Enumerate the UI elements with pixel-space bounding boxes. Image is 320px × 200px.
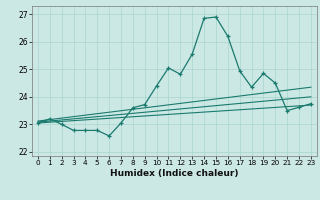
- X-axis label: Humidex (Indice chaleur): Humidex (Indice chaleur): [110, 169, 239, 178]
